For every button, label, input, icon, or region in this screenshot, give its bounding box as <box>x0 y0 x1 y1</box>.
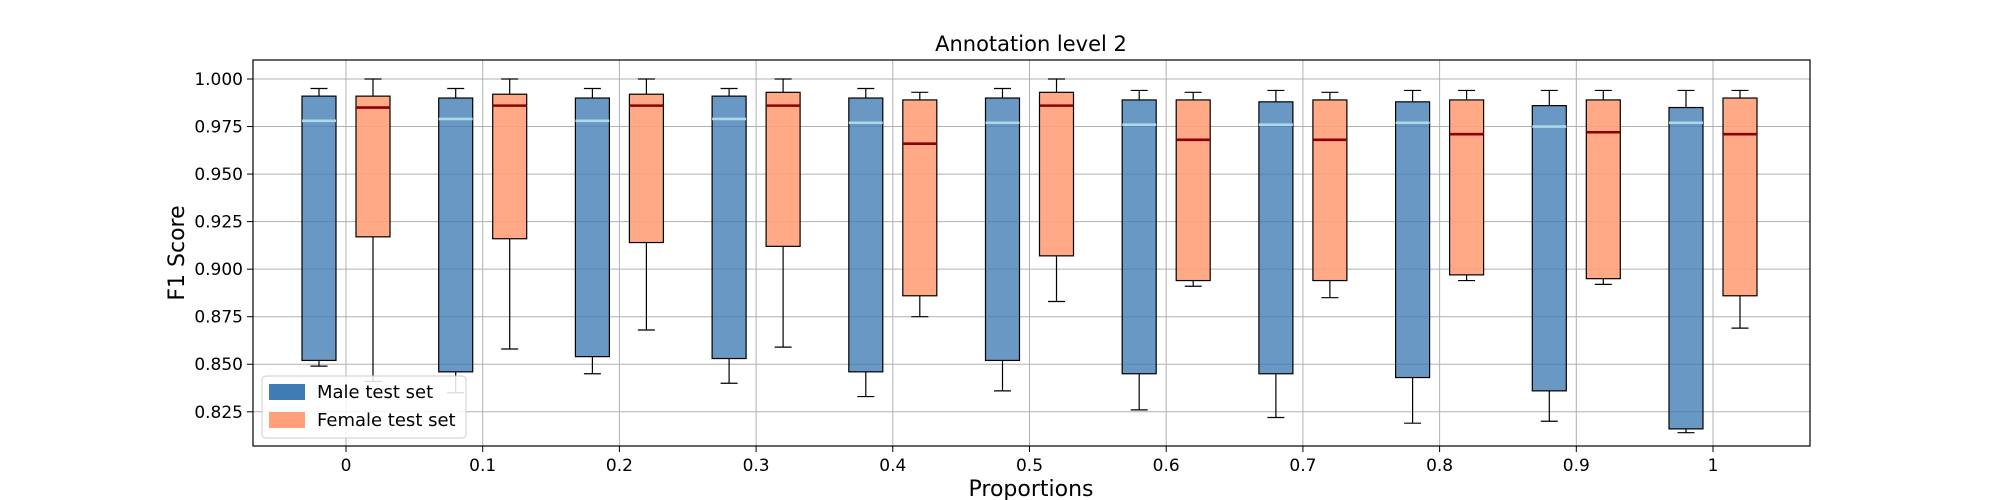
box-iqr <box>492 93 528 240</box>
box-male <box>1258 89 1294 419</box>
legend-swatch-female <box>269 412 305 428</box>
box-iqr <box>848 97 884 373</box>
x-tick-label: 0 <box>341 456 352 476</box>
box-iqr <box>628 93 665 244</box>
legend-frame <box>261 375 467 439</box>
box-female <box>1448 89 1485 282</box>
box-iqr <box>765 91 801 247</box>
box-iqr <box>438 97 474 373</box>
y-tick-label: 0.950 <box>194 165 243 185</box>
y-tick-label: 0.925 <box>194 213 243 233</box>
box-iqr <box>711 95 747 360</box>
box-male <box>1531 89 1567 422</box>
axis-ticks: 0.825 0.850 0.875 0.900 0.925 0.950 0.975 1.000… <box>194 70 1718 476</box>
box-iqr <box>1121 99 1157 375</box>
x-tick-label: 0.6 <box>1153 456 1180 476</box>
grid <box>253 60 1810 446</box>
y-tick-label: 0.850 <box>194 355 243 375</box>
box-iqr <box>1038 91 1075 257</box>
x-tick-label: 1 <box>1708 456 1719 476</box>
box-male <box>1121 89 1157 411</box>
box-iqr <box>1585 99 1621 280</box>
y-tick-label: 1.000 <box>194 70 243 90</box>
y-tick-label: 0.900 <box>194 260 243 280</box>
x-tick-label: 0.4 <box>879 456 906 476</box>
box-iqr <box>1258 101 1294 375</box>
box-male <box>301 87 337 367</box>
legend: Male test set Female test set <box>261 375 467 439</box>
box-female <box>765 78 801 348</box>
box-female <box>1312 91 1348 299</box>
box-male <box>848 87 884 398</box>
box-iqr <box>301 95 337 362</box>
y-tick-label: 0.875 <box>194 308 243 328</box>
box-male <box>1668 89 1704 434</box>
box-iqr <box>1175 99 1211 282</box>
box-iqr <box>355 95 391 238</box>
legend-label-female: Female test set <box>317 410 456 431</box>
x-axis-title: Proportions <box>969 477 1094 500</box>
y-axis-title: F1 Score <box>165 205 190 300</box>
x-tick-label: 0.5 <box>1016 456 1043 476</box>
box-male <box>711 87 747 384</box>
box-male <box>438 87 474 394</box>
box-female <box>1175 91 1211 287</box>
x-tick-label: 0.2 <box>606 456 633 476</box>
x-tick-label: 0.7 <box>1289 456 1316 476</box>
box-plots <box>301 78 1758 434</box>
y-tick-label: 0.825 <box>194 403 243 423</box>
box-iqr <box>1531 105 1567 392</box>
x-tick-label: 0.8 <box>1426 456 1453 476</box>
box-iqr <box>984 97 1021 362</box>
box-male <box>574 87 611 375</box>
x-tick-label: 0.9 <box>1563 456 1590 476</box>
y-tick-label: 0.975 <box>194 118 243 138</box>
box-iqr <box>1394 101 1431 379</box>
box-iqr <box>1312 99 1348 282</box>
x-tick-label: 0.1 <box>469 456 496 476</box>
legend-swatch-male <box>269 384 305 400</box>
plot-frame <box>252 59 1811 447</box>
box-female <box>628 78 665 331</box>
box-iqr <box>1722 97 1758 297</box>
box-female <box>492 78 528 350</box>
box-female <box>902 91 938 318</box>
box-iqr <box>1448 99 1485 276</box>
box-iqr <box>902 99 938 297</box>
box-female <box>1038 78 1075 303</box>
box-male <box>984 87 1021 392</box>
box-iqr <box>574 97 611 358</box>
box-female <box>1585 89 1621 285</box>
box-female <box>1722 89 1758 329</box>
box-male <box>1394 89 1431 424</box>
x-tick-label: 0.3 <box>743 456 770 476</box>
legend-label-male: Male test set <box>317 382 433 403</box>
chart-title: Annotation level 2 <box>935 32 1127 56</box>
box-female <box>355 78 391 382</box>
box-iqr <box>1668 106 1704 430</box>
